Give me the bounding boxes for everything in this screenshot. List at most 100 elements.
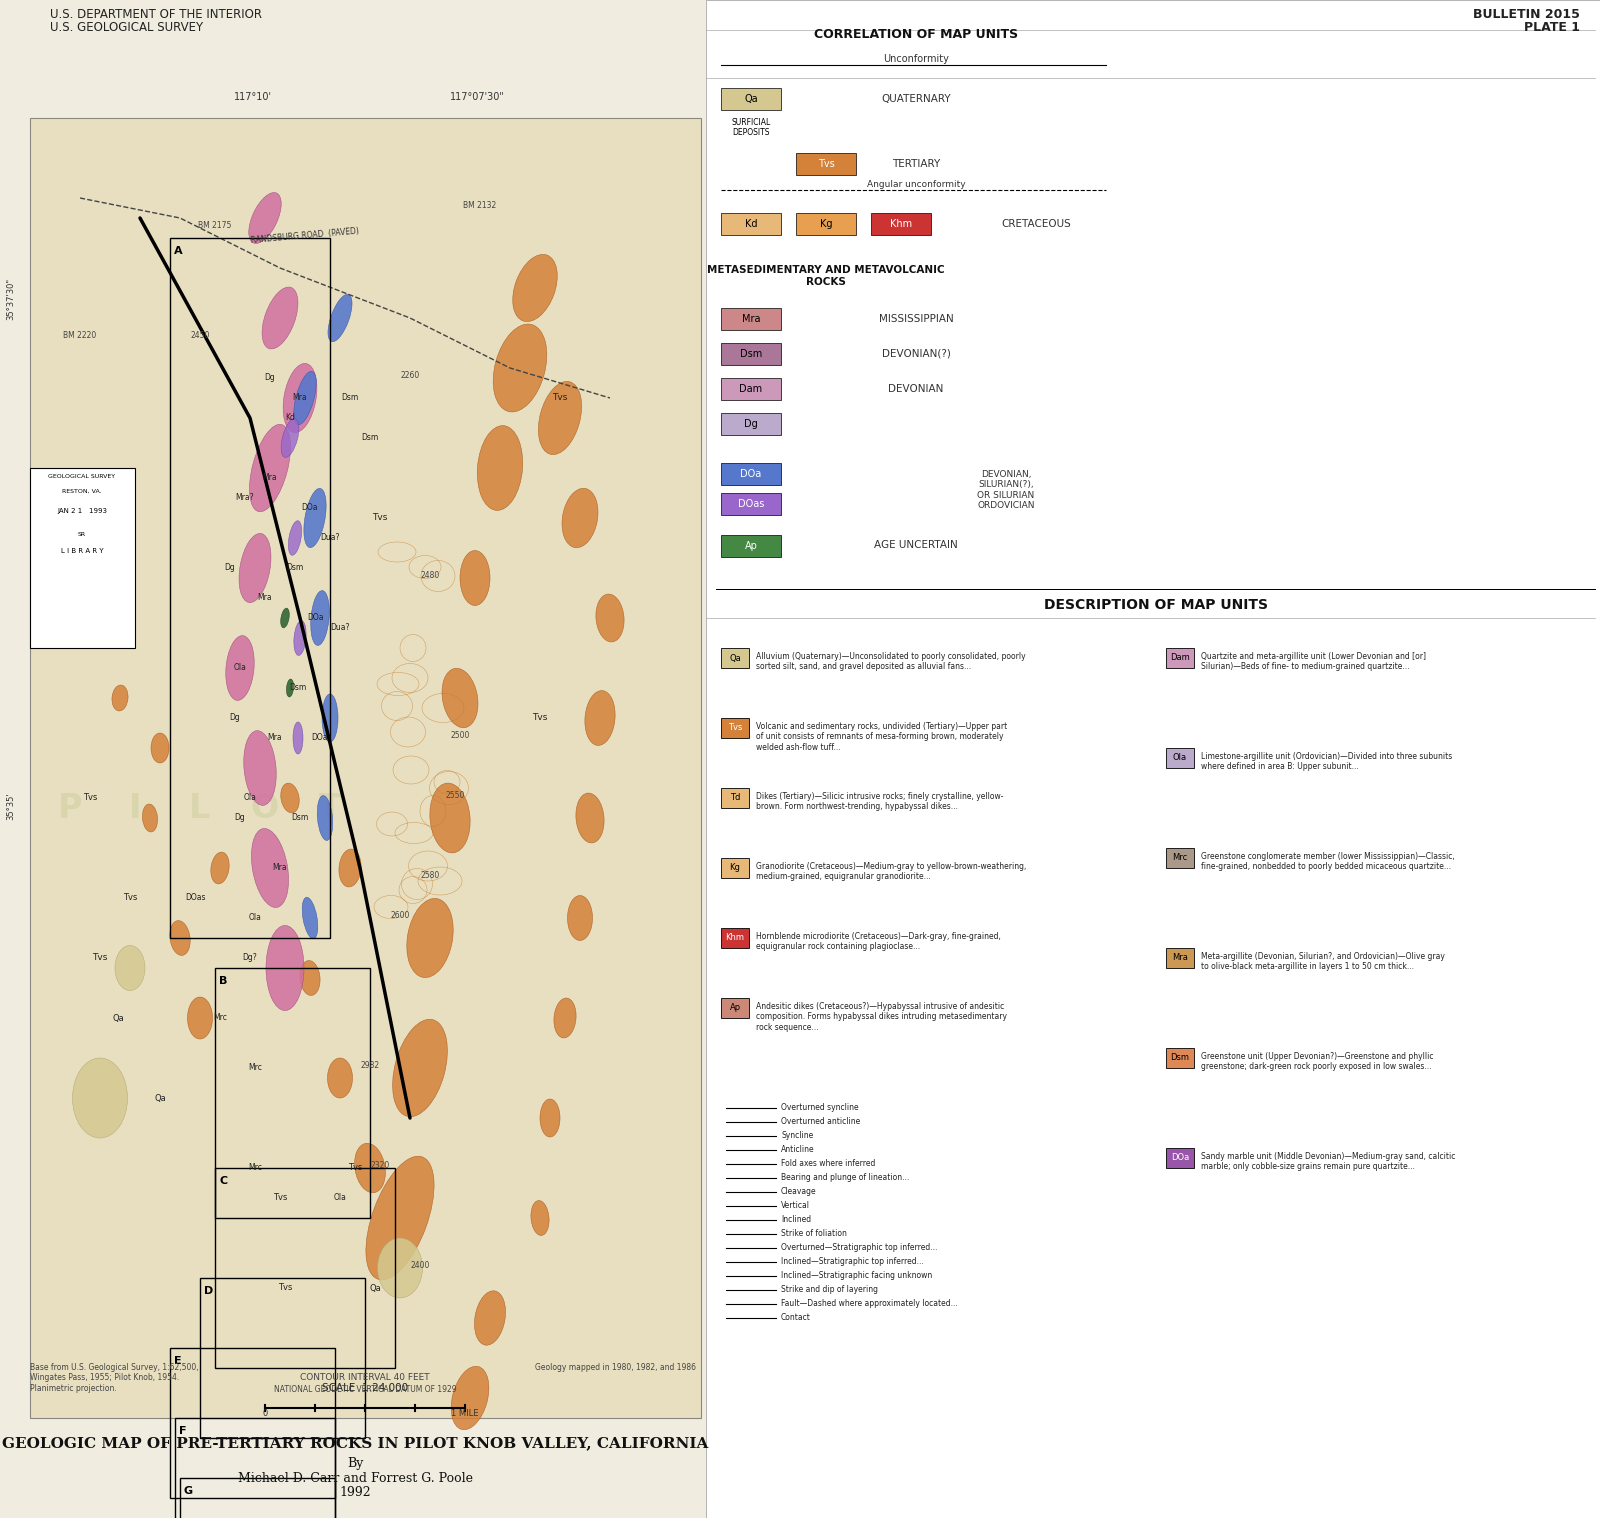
Text: I: I <box>128 792 141 824</box>
Bar <box>722 88 781 109</box>
Text: Tvs: Tvs <box>274 1193 286 1202</box>
Ellipse shape <box>586 691 614 745</box>
Text: Td: Td <box>730 794 741 803</box>
Bar <box>722 308 781 329</box>
Text: DOas: DOas <box>184 894 205 903</box>
Bar <box>722 718 749 738</box>
Ellipse shape <box>280 609 290 628</box>
Text: SURFICIAL
DEPOSITS: SURFICIAL DEPOSITS <box>731 118 771 138</box>
Bar <box>722 648 749 668</box>
Text: Tvs: Tvs <box>373 513 387 522</box>
Ellipse shape <box>406 899 453 978</box>
Text: A: A <box>174 246 182 257</box>
Text: Tvs: Tvs <box>818 159 834 168</box>
Text: QUATERNARY: QUATERNARY <box>882 94 950 105</box>
Text: Mra: Mra <box>267 733 282 742</box>
Text: U.S. DEPARTMENT OF THE INTERIOR: U.S. DEPARTMENT OF THE INTERIOR <box>50 8 262 21</box>
Text: Kd: Kd <box>744 219 757 229</box>
Ellipse shape <box>72 1058 128 1138</box>
Text: 1 MILE: 1 MILE <box>451 1409 478 1418</box>
Text: CORRELATION OF MAP UNITS: CORRELATION OF MAP UNITS <box>814 27 1018 41</box>
Text: O: O <box>251 792 278 824</box>
Text: Greenstone unit (Upper Devonian?)—Greenstone and phyllic
greenstone; dark-green : Greenstone unit (Upper Devonian?)—Greens… <box>1202 1052 1434 1072</box>
Text: DEVONIAN: DEVONIAN <box>888 384 944 395</box>
Text: 2550: 2550 <box>445 791 464 800</box>
Ellipse shape <box>294 372 317 425</box>
Text: Mra: Mra <box>1173 953 1187 962</box>
Text: BM 2175: BM 2175 <box>198 222 232 231</box>
Ellipse shape <box>283 363 317 433</box>
Text: Granodiorite (Cretaceous)—Medium-gray to yellow-brown-weathering,
medium-grained: Granodiorite (Cretaceous)—Medium-gray to… <box>757 862 1026 882</box>
Text: Ap: Ap <box>744 540 757 551</box>
Ellipse shape <box>286 679 293 697</box>
Bar <box>1166 1148 1194 1167</box>
Text: Ola: Ola <box>234 663 246 672</box>
Bar <box>179 1479 334 1518</box>
Text: Dsm: Dsm <box>291 814 309 823</box>
Text: Vertical: Vertical <box>781 1202 810 1210</box>
Ellipse shape <box>293 723 302 754</box>
Ellipse shape <box>442 668 478 727</box>
Text: Tvs: Tvs <box>93 953 107 962</box>
Text: JAN 2 1   1993: JAN 2 1 1993 <box>58 509 107 515</box>
Text: Strike of foliation: Strike of foliation <box>781 1230 846 1239</box>
Text: L: L <box>189 792 211 824</box>
Text: Mra?: Mra? <box>235 493 254 502</box>
Text: Ola: Ola <box>248 914 261 923</box>
Text: Mra: Mra <box>293 393 307 402</box>
Text: Dg: Dg <box>230 713 240 723</box>
Text: 117°07'30": 117°07'30" <box>450 93 504 102</box>
Ellipse shape <box>392 1019 448 1117</box>
Ellipse shape <box>477 425 523 510</box>
Ellipse shape <box>475 1290 506 1345</box>
Ellipse shape <box>317 795 333 841</box>
Ellipse shape <box>554 997 576 1038</box>
Text: Mrc: Mrc <box>213 1014 227 1023</box>
Text: RESTON, VA.: RESTON, VA. <box>62 489 102 493</box>
Bar <box>722 927 749 949</box>
Text: L I B R A R Y: L I B R A R Y <box>61 548 104 554</box>
Text: B: B <box>219 976 227 987</box>
Text: P: P <box>58 792 82 824</box>
Text: DEVONIAN(?): DEVONIAN(?) <box>882 349 950 358</box>
Text: 2580: 2580 <box>421 871 440 880</box>
Bar <box>722 534 781 557</box>
Ellipse shape <box>187 997 213 1038</box>
Text: Ap: Ap <box>730 1003 741 1013</box>
Ellipse shape <box>302 897 318 938</box>
Text: Michael D. Carr and Forrest G. Poole: Michael D. Carr and Forrest G. Poole <box>237 1471 472 1485</box>
Bar <box>170 1348 334 1498</box>
Ellipse shape <box>493 323 547 411</box>
Ellipse shape <box>304 489 326 548</box>
Text: Tvs: Tvs <box>552 393 568 402</box>
Text: DESCRIPTION OF MAP UNITS: DESCRIPTION OF MAP UNITS <box>1043 598 1267 612</box>
Ellipse shape <box>568 896 592 941</box>
Ellipse shape <box>366 1157 434 1280</box>
Text: Qa: Qa <box>730 654 741 662</box>
Text: Dg: Dg <box>264 373 275 383</box>
Text: Dua?: Dua? <box>320 533 339 542</box>
Ellipse shape <box>531 1201 549 1236</box>
Ellipse shape <box>142 805 157 832</box>
Text: Bearing and plunge of lineation...: Bearing and plunge of lineation... <box>781 1173 909 1183</box>
Bar <box>722 378 781 401</box>
Text: DOas: DOas <box>738 499 765 509</box>
Bar <box>722 788 749 808</box>
Bar <box>1166 748 1194 768</box>
Text: METASEDIMENTARY AND METAVOLCANIC
ROCKS: METASEDIMENTARY AND METAVOLCANIC ROCKS <box>707 266 946 287</box>
Text: Dg: Dg <box>224 563 235 572</box>
Bar <box>797 153 856 175</box>
Bar <box>722 997 749 1019</box>
Text: Mrc: Mrc <box>1173 853 1187 862</box>
Text: Tvs: Tvs <box>533 713 547 723</box>
Text: Qa: Qa <box>370 1284 381 1292</box>
Text: Sandy marble unit (Middle Devonian)—Medium-gray sand, calcitic
marble; only cobb: Sandy marble unit (Middle Devonian)—Medi… <box>1202 1152 1456 1172</box>
Text: MISSISSIPPIAN: MISSISSIPPIAN <box>878 314 954 323</box>
Ellipse shape <box>576 792 605 842</box>
Ellipse shape <box>595 594 624 642</box>
Ellipse shape <box>328 294 352 342</box>
Text: Khm: Khm <box>725 934 744 943</box>
Text: Mrc: Mrc <box>248 1064 262 1073</box>
Text: Dikes (Tertiary)—Silicic intrusive rocks; finely crystalline, yellow-
brown. For: Dikes (Tertiary)—Silicic intrusive rocks… <box>757 792 1003 812</box>
Text: Dg: Dg <box>235 814 245 823</box>
